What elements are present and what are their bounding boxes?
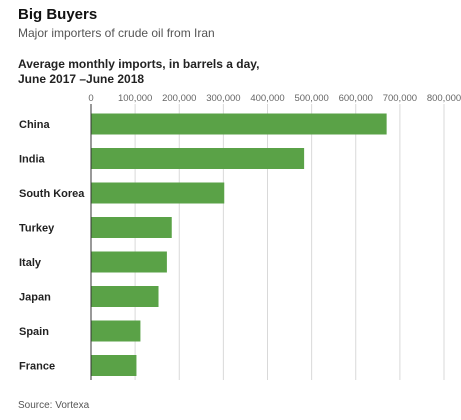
x-tick-label: 100,000 bbox=[118, 93, 152, 104]
bar bbox=[91, 113, 387, 135]
x-tick-label: 200,000 bbox=[162, 93, 196, 104]
category-label: Italy bbox=[19, 257, 42, 269]
x-tick-label: 700,000 bbox=[383, 93, 417, 104]
category-label: Japan bbox=[19, 292, 51, 304]
chart-subtitle: Major importers of crude oil from Iran bbox=[18, 26, 215, 40]
bar bbox=[91, 355, 137, 376]
bar bbox=[91, 251, 167, 273]
x-tick-label: 0 bbox=[88, 93, 93, 104]
category-label: Turkey bbox=[19, 223, 55, 235]
bar bbox=[91, 217, 172, 238]
bar bbox=[91, 286, 159, 307]
x-tick-label: 300,000 bbox=[206, 93, 240, 104]
category-label: France bbox=[19, 361, 55, 373]
source-note: Source: Vortexa bbox=[18, 400, 90, 411]
chart-title: Big Buyers bbox=[18, 6, 98, 23]
bar bbox=[91, 148, 305, 169]
x-tick-label: 600,000 bbox=[339, 93, 373, 104]
measure-title-line-2: June 2017 –June 2018 bbox=[18, 72, 145, 86]
measure-title: Average monthly imports, in barrels a da… bbox=[18, 57, 318, 87]
bar bbox=[91, 182, 225, 204]
category-label: China bbox=[19, 119, 50, 131]
category-label: South Korea bbox=[19, 188, 85, 200]
measure-title-line-1: Average monthly imports, in barrels a da… bbox=[18, 57, 260, 71]
bar bbox=[91, 320, 141, 342]
x-tick-label: 400,000 bbox=[250, 93, 284, 104]
category-label: India bbox=[19, 154, 46, 166]
category-label: Spain bbox=[19, 326, 49, 338]
x-tick-label: 800,000 bbox=[427, 93, 461, 104]
x-tick-label: 500,000 bbox=[294, 93, 328, 104]
